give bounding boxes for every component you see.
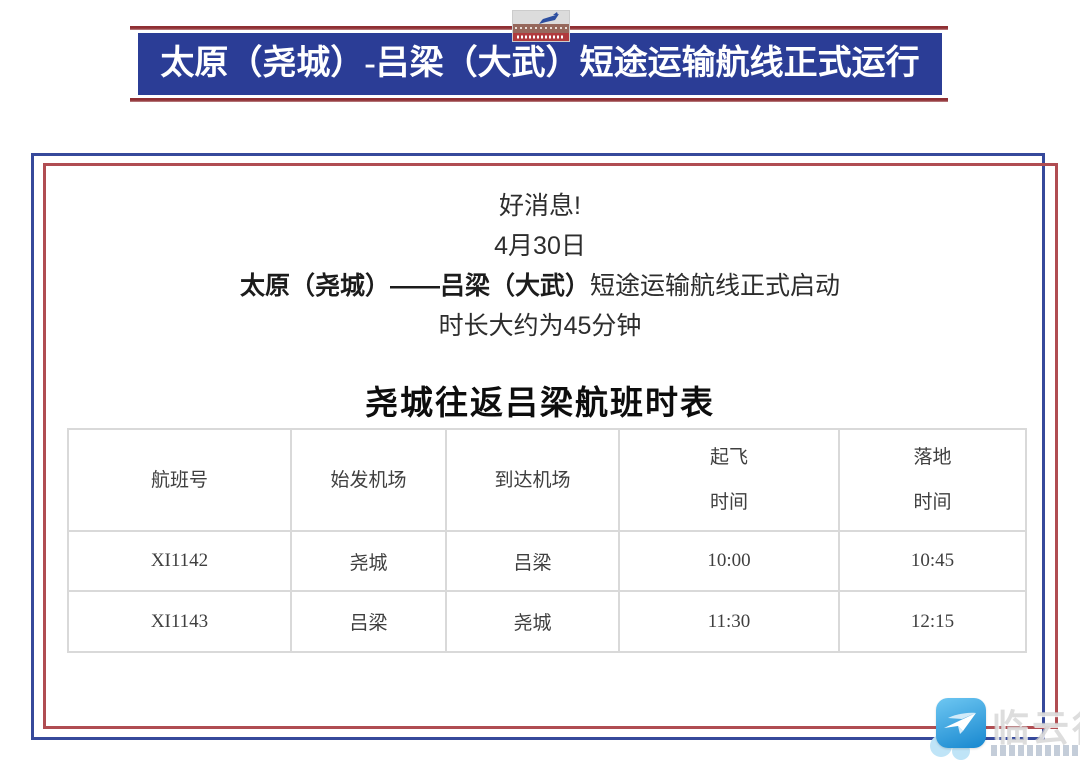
announcement-block: 好消息! 4月30日 太原（尧城）——吕梁（大武）短途运输航线正式启动 时长大约… bbox=[40, 186, 1040, 346]
inner-red-frame bbox=[43, 163, 1058, 729]
announcement-line-2: 4月30日 bbox=[494, 232, 586, 260]
schedule-title: 尧城往返吕梁航班时表 bbox=[365, 384, 715, 421]
col-header-origin-airport: 始发机场 bbox=[290, 428, 447, 532]
airport-terminal-photo-icon bbox=[513, 11, 569, 41]
flight-number-cell: XI1143 bbox=[67, 590, 292, 653]
announcement-line-4: 时长大约为45分钟 bbox=[438, 312, 642, 340]
departure-time-cell: 10:00 bbox=[618, 530, 840, 592]
announcement-line-1: 好消息! bbox=[499, 192, 581, 220]
outer-blue-frame bbox=[31, 153, 1045, 740]
watermark-caption-blur bbox=[991, 745, 1080, 756]
col-header-arrival-airport: 到达机场 bbox=[445, 428, 620, 532]
table-row: XI1143 吕梁 尧城 11:30 12:15 bbox=[67, 590, 1027, 653]
table-header-row: 航班号 始发机场 到达机场 起飞 时间 落地 时间 bbox=[67, 428, 1027, 532]
col-header-flight-no: 航班号 bbox=[67, 428, 292, 532]
landing-time-cell: 12:15 bbox=[838, 590, 1027, 653]
arrival-cell: 吕梁 bbox=[445, 530, 620, 592]
origin-cell: 尧城 bbox=[290, 530, 447, 592]
table-row: XI1142 尧城 吕梁 10:00 10:45 bbox=[67, 530, 1027, 592]
departure-time-cell: 11:30 bbox=[618, 590, 840, 653]
banner-title: 太原（尧城）-吕梁（大武）短途运输航线正式运行 bbox=[138, 33, 942, 95]
header-rule-bottom bbox=[130, 98, 948, 102]
route-name-rest: 短途运输航线正式启动 bbox=[590, 272, 841, 300]
route-name-bold: 太原（尧城）——吕梁（大武） bbox=[239, 272, 590, 300]
airplane-app-icon bbox=[936, 698, 986, 748]
flight-number-cell: XI1142 bbox=[67, 530, 292, 592]
col-header-departure-time: 起飞 时间 bbox=[618, 428, 840, 532]
arrival-cell: 尧城 bbox=[445, 590, 620, 653]
col-header-landing-time: 落地 时间 bbox=[838, 428, 1027, 532]
flight-schedule-table: 航班号 始发机场 到达机场 起飞 时间 落地 时间 XI1142 尧城 吕梁 1… bbox=[67, 428, 1027, 653]
announcement-line-3: 太原（尧城）——吕梁（大武）短途运输航线正式启动 bbox=[40, 266, 1040, 306]
watermark-brand: 临云行 bbox=[992, 708, 1080, 749]
origin-cell: 吕梁 bbox=[290, 590, 447, 653]
landing-time-cell: 10:45 bbox=[838, 530, 1027, 592]
